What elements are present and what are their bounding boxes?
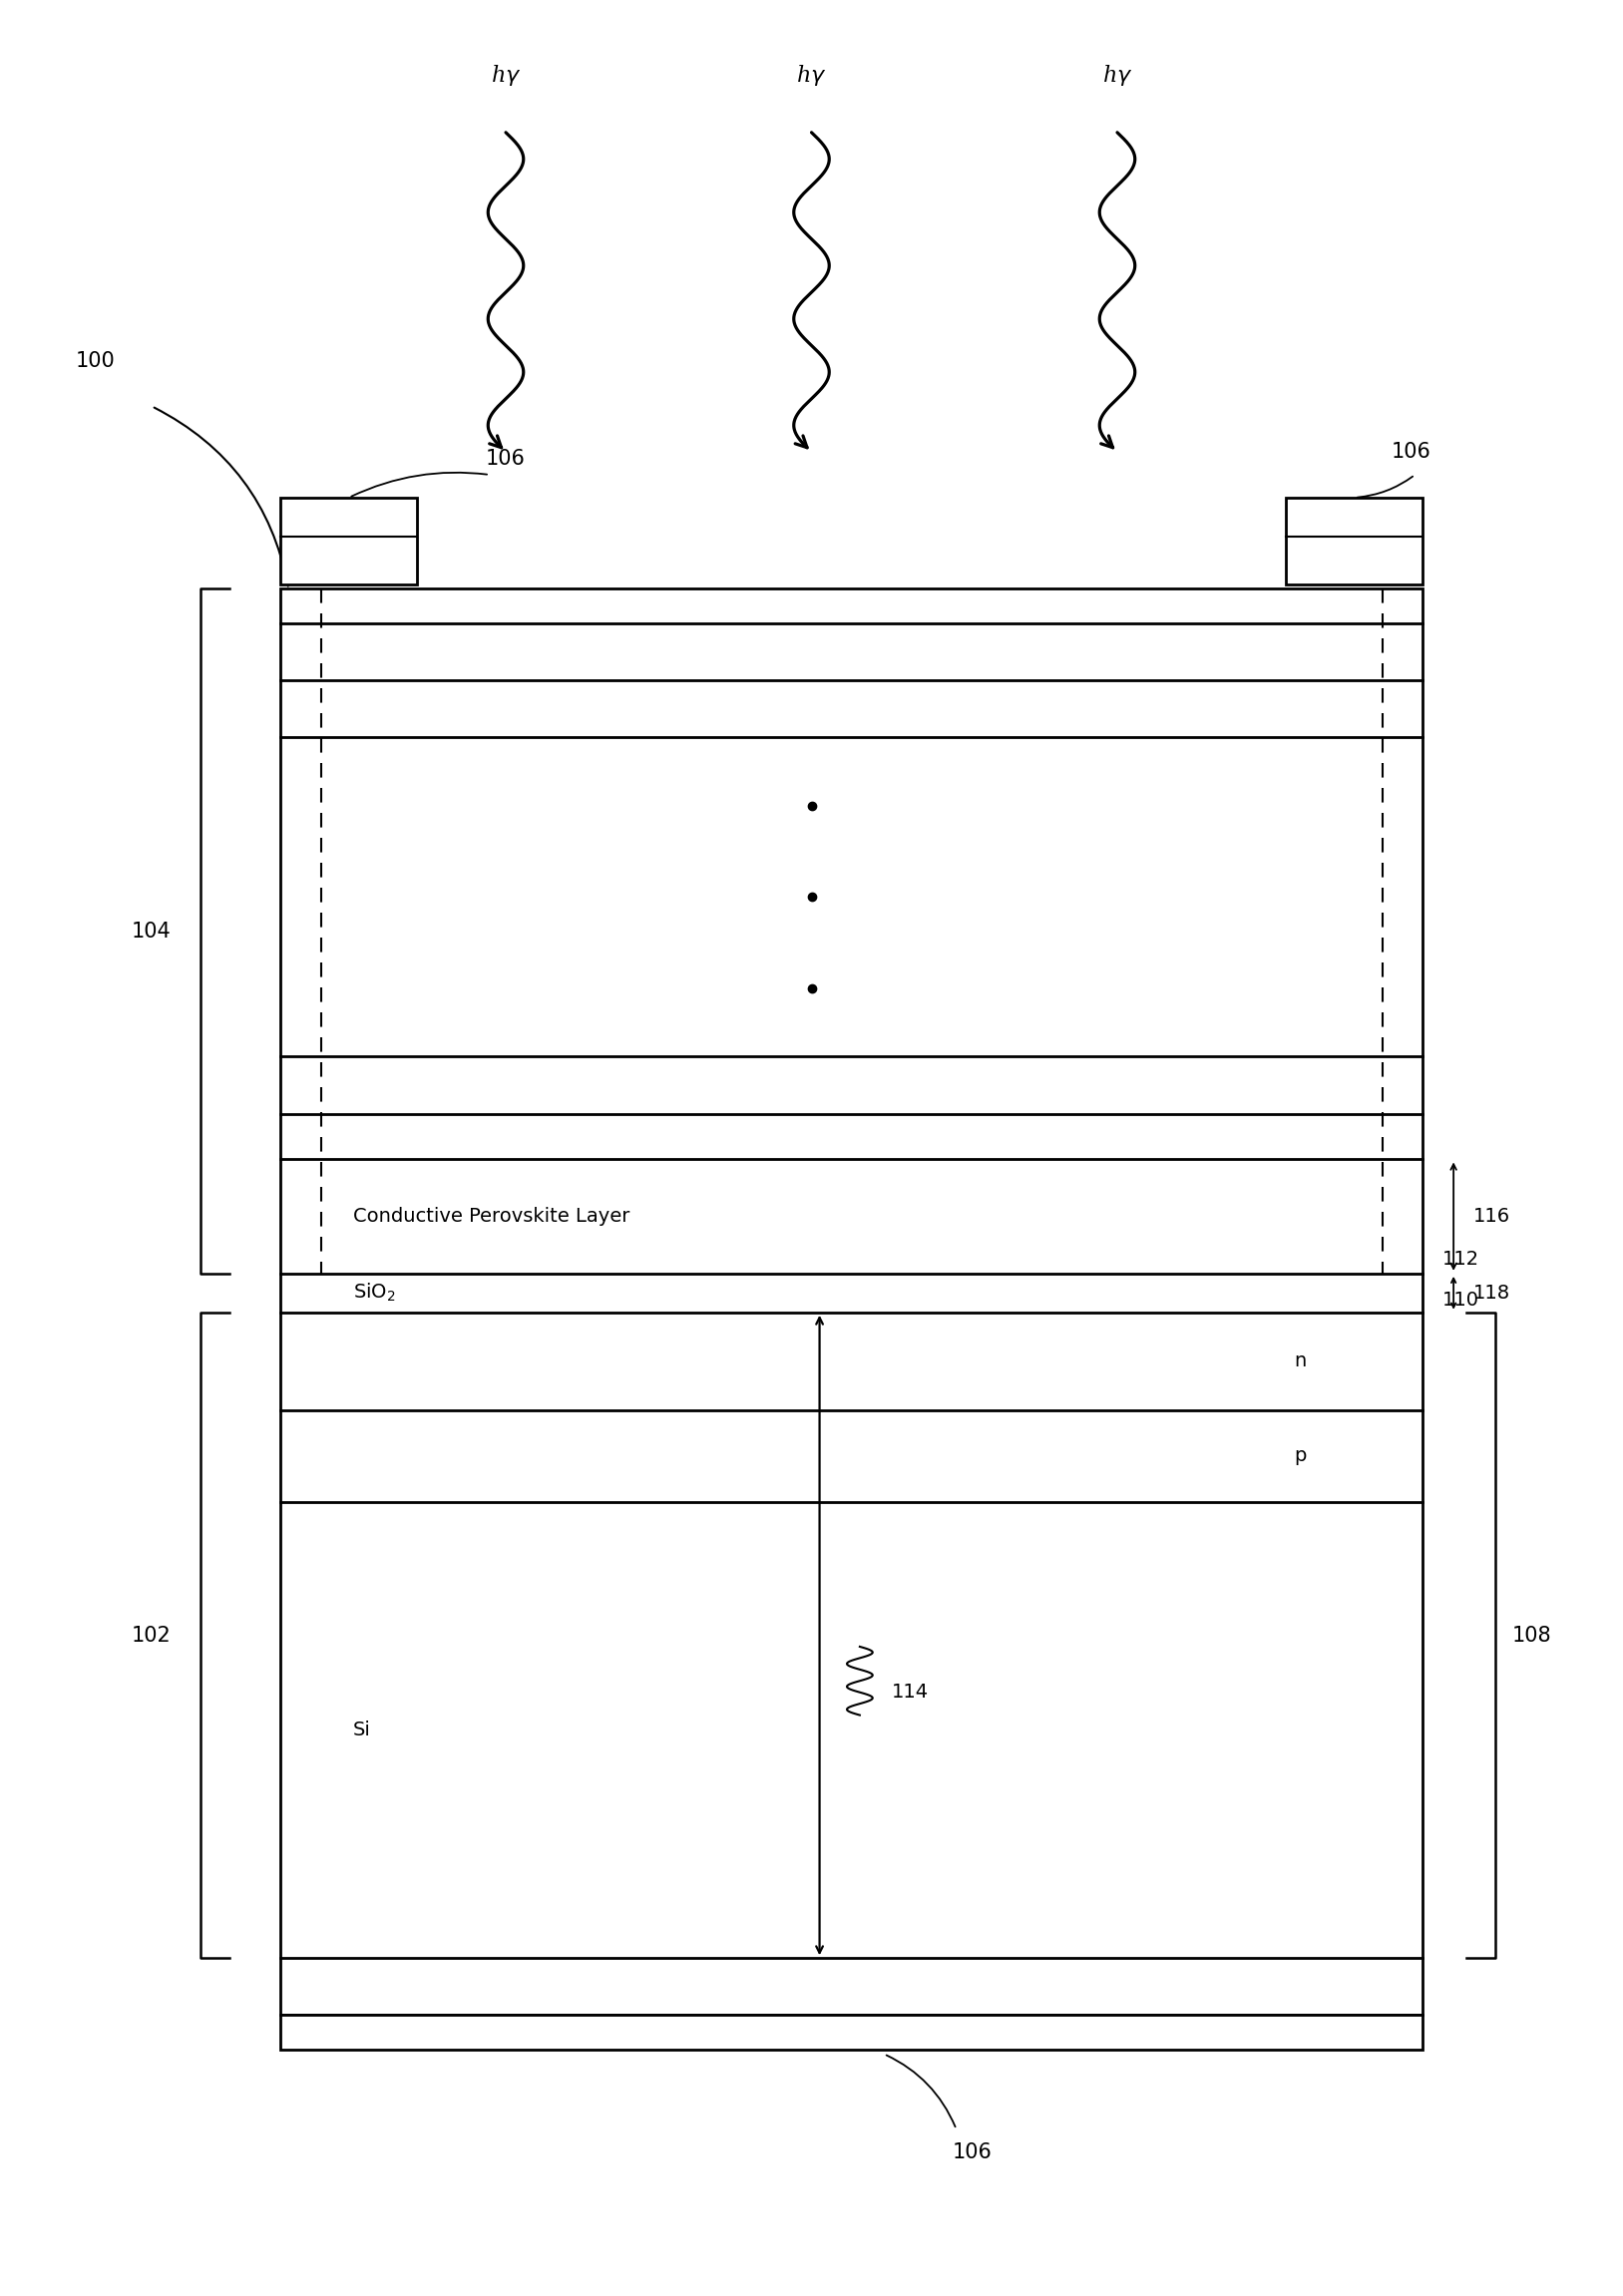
Text: 114: 114	[893, 1683, 928, 1701]
Text: 112: 112	[1443, 1249, 1479, 1270]
Text: 108: 108	[1511, 1626, 1552, 1646]
Text: 100: 100	[76, 351, 115, 370]
Text: 104: 104	[131, 921, 170, 941]
Text: 106: 106	[1391, 441, 1430, 461]
Text: h$\gamma$: h$\gamma$	[490, 62, 521, 87]
Text: h$\gamma$: h$\gamma$	[1102, 62, 1133, 87]
Text: 116: 116	[1472, 1208, 1509, 1226]
Bar	[281, 498, 417, 583]
Text: Si: Si	[352, 1720, 370, 1740]
Text: Conductive Perovskite Layer: Conductive Perovskite Layer	[352, 1208, 630, 1226]
Text: 118: 118	[1472, 1283, 1509, 1302]
Bar	[281, 2016, 1423, 2050]
Text: SiO$_2$: SiO$_2$	[352, 1281, 396, 1304]
Text: 102: 102	[131, 1626, 170, 1646]
Text: 106: 106	[485, 448, 526, 468]
Text: n: n	[1294, 1352, 1307, 1371]
Text: p: p	[1294, 1446, 1307, 1465]
Text: 110: 110	[1443, 1290, 1479, 1311]
Bar	[281, 588, 1423, 2016]
Text: 106: 106	[953, 2142, 992, 2163]
Text: h$\gamma$: h$\gamma$	[797, 62, 826, 87]
Bar	[1285, 498, 1423, 583]
